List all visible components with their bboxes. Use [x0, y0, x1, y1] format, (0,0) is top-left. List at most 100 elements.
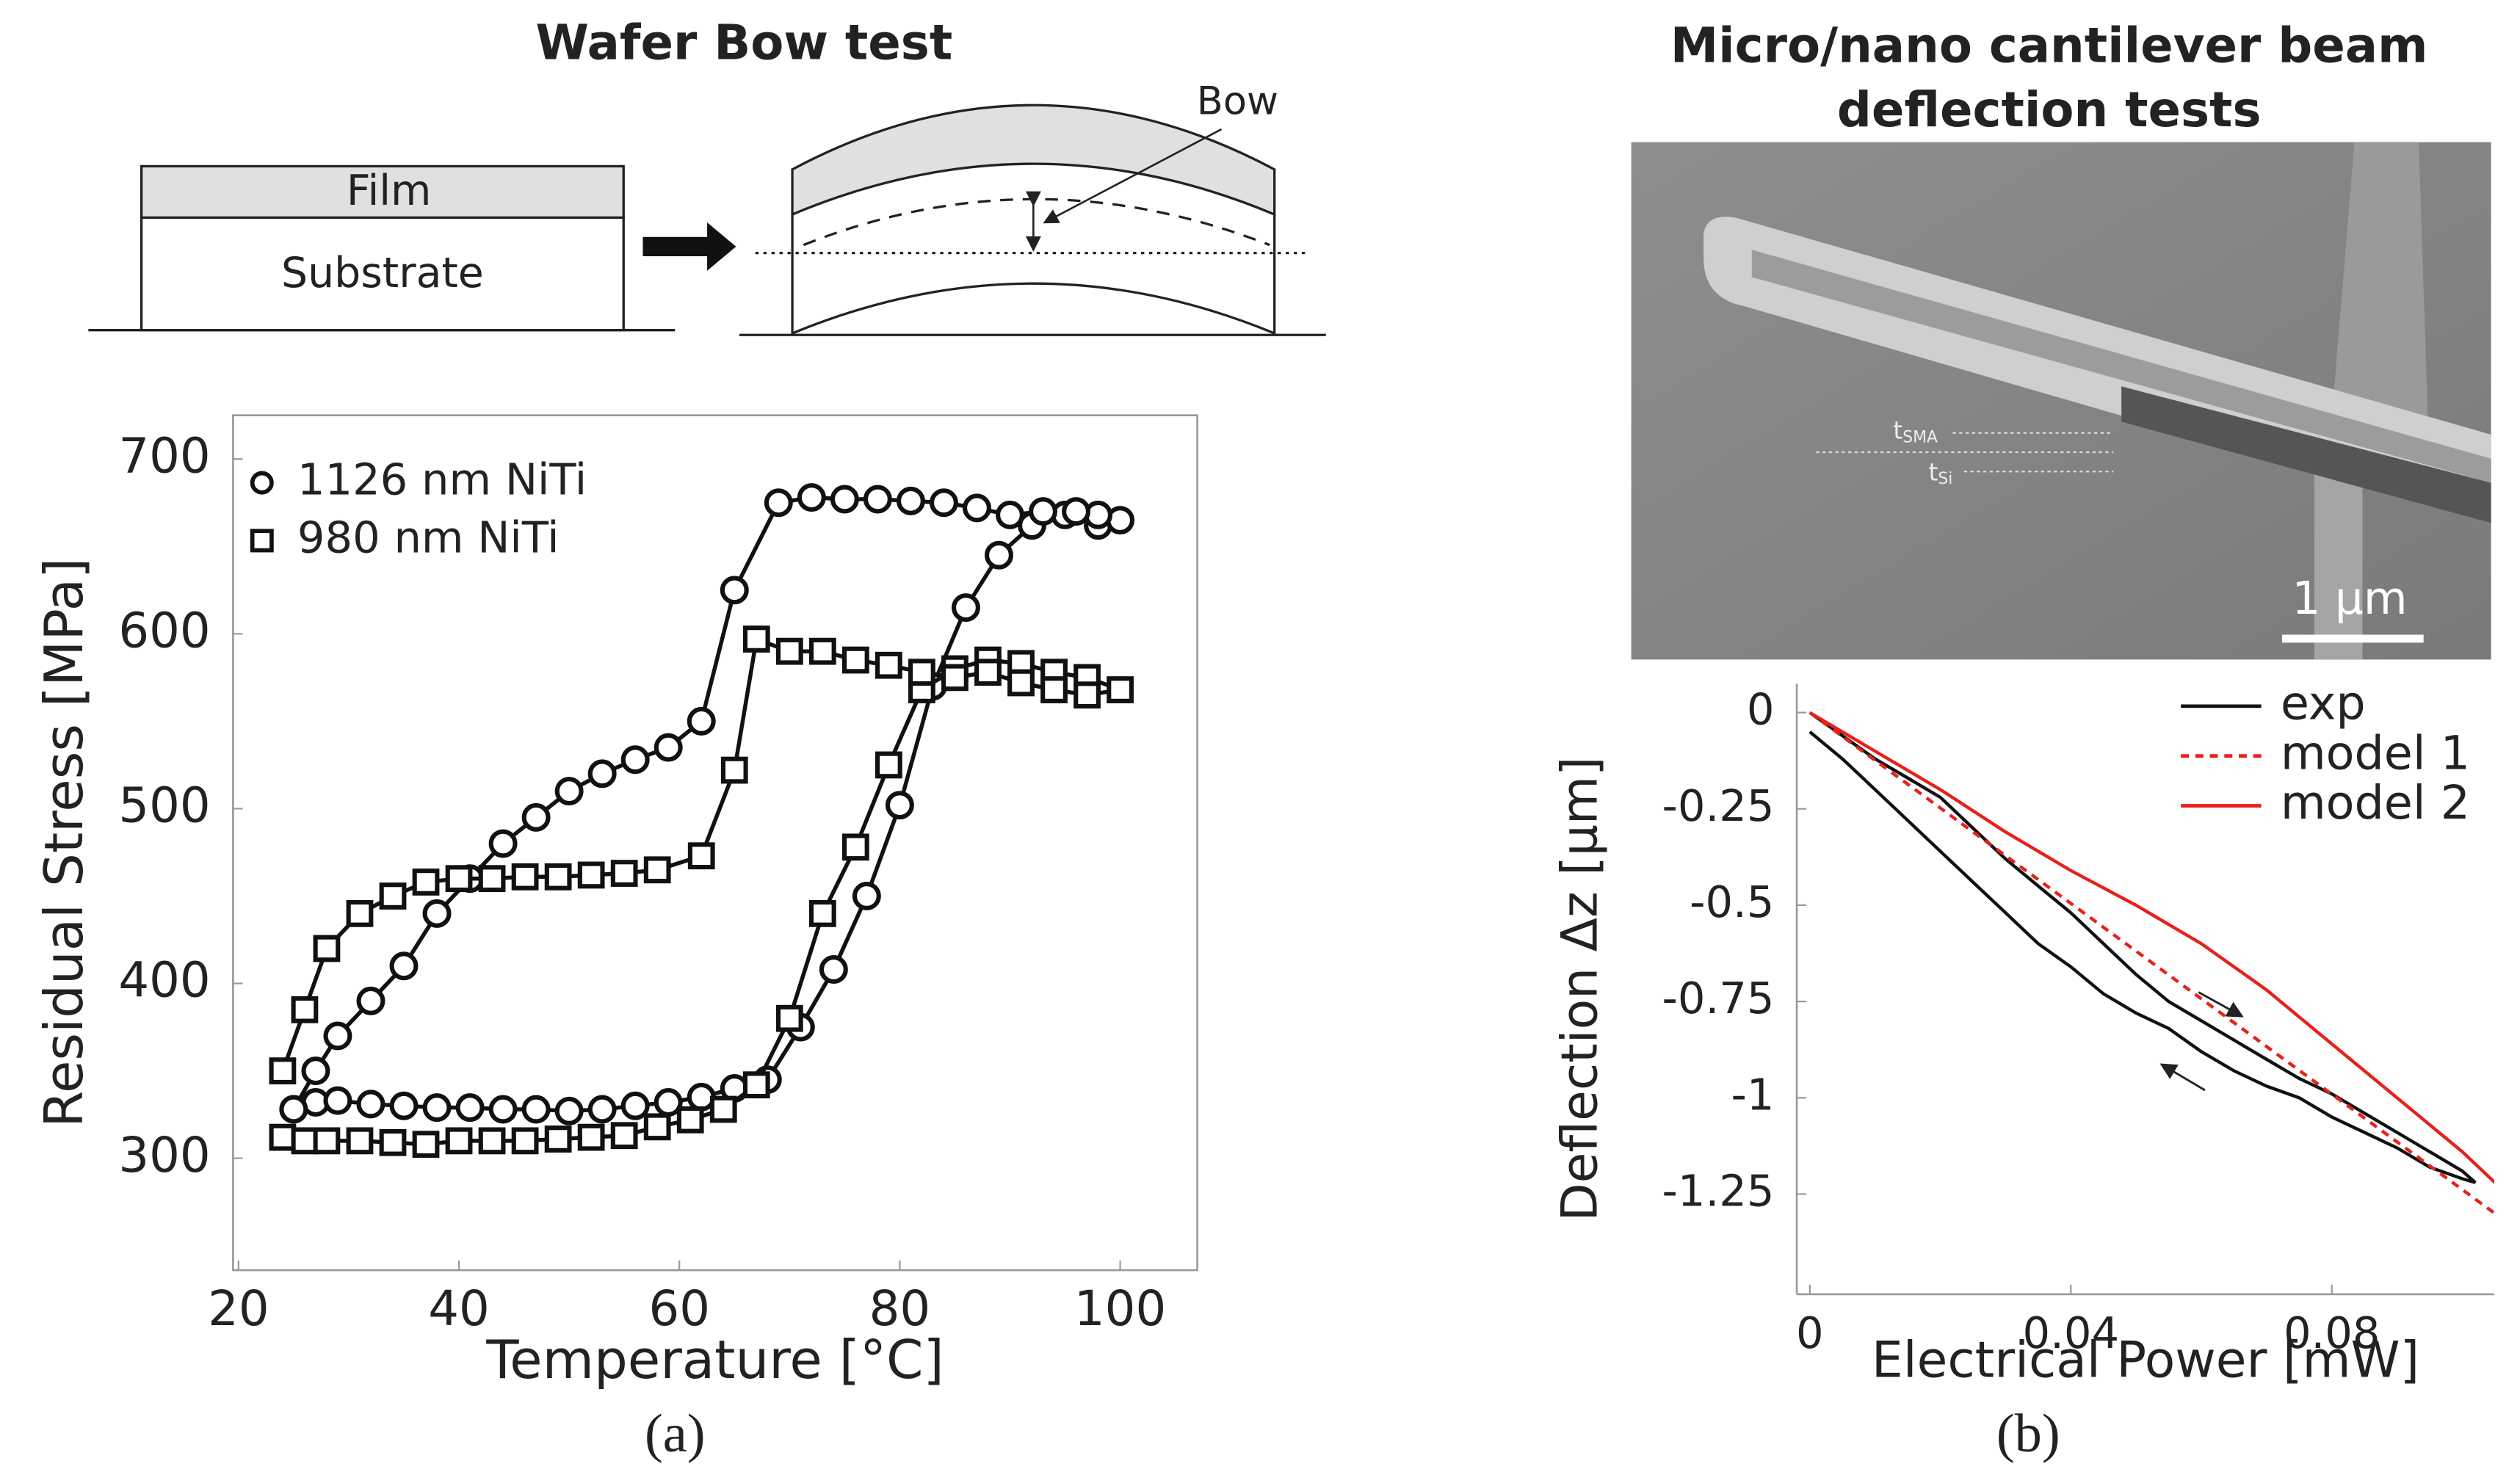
y-axis-label: Residual Stress [MPa]: [34, 558, 95, 1128]
point: [488, 829, 518, 858]
point: [620, 1091, 650, 1120]
point: [852, 882, 881, 911]
point: [313, 1127, 341, 1155]
point: [269, 1057, 297, 1085]
point: [1040, 676, 1068, 703]
x-tick-label: 20: [208, 1281, 269, 1337]
x-axis-label: Electrical Power [mW]: [1872, 1332, 2419, 1390]
point: [412, 869, 440, 896]
point: [291, 1127, 319, 1155]
series-line: [1808, 711, 2477, 1184]
point: [775, 637, 803, 665]
scale-bar-label: 1 µm: [2292, 573, 2407, 625]
y-tick-label: -0.75: [1662, 973, 1775, 1023]
plot-area: [1808, 711, 2494, 1215]
y-tick-label: -0.25: [1662, 780, 1775, 831]
point: [974, 659, 1002, 686]
y-axis-label: Deflection Δz [µm]: [1551, 757, 1609, 1222]
point: [379, 882, 407, 910]
y-tick-label: -0.5: [1690, 877, 1774, 927]
x-tick-label: 40: [428, 1281, 490, 1337]
point: [687, 706, 716, 736]
point: [521, 802, 551, 832]
point: [841, 833, 869, 861]
point: [445, 1127, 473, 1155]
point: [962, 493, 991, 523]
point: [356, 1089, 385, 1119]
point: [323, 1086, 352, 1115]
point: [996, 500, 1024, 529]
point: [653, 733, 683, 762]
series-line: [292, 495, 1121, 1114]
point: [511, 1127, 539, 1155]
point: [610, 860, 638, 887]
point: [544, 863, 572, 891]
point: [478, 865, 506, 893]
point: [422, 1093, 452, 1123]
diagram-title: Wafer Bow test: [536, 15, 953, 70]
panel-label: (b): [1996, 1404, 2060, 1464]
y-tick-label: -1: [1731, 1069, 1775, 1120]
point: [687, 1082, 716, 1112]
point: [830, 485, 859, 514]
point: [875, 751, 902, 779]
image-title: Micro/nano cantilever beam: [1670, 18, 2428, 74]
point: [422, 899, 452, 928]
point: [610, 1122, 638, 1150]
point: [797, 483, 826, 512]
point: [291, 996, 319, 1023]
point: [841, 646, 869, 674]
x-tick-label: 0.04: [2022, 1308, 2119, 1358]
y-tick-label: -1.25: [1662, 1166, 1775, 1217]
point: [269, 1123, 297, 1151]
point: [896, 486, 925, 515]
point: [875, 651, 902, 679]
point: [1107, 676, 1134, 703]
x-tick-label: 80: [869, 1281, 931, 1337]
point: [742, 626, 770, 653]
y-tick-label: 500: [118, 778, 210, 834]
series-line: [1808, 711, 2494, 1215]
sem-image: [1631, 142, 2491, 660]
x-tick-label: 100: [1074, 1281, 1166, 1337]
series-line: [1808, 711, 2494, 1184]
legend-label: exp: [2281, 675, 2366, 730]
point: [346, 1127, 374, 1155]
plot-area: [269, 483, 1135, 1159]
legend-swatch: [250, 529, 274, 553]
y-tick-label: 700: [118, 428, 210, 484]
point: [478, 1127, 506, 1155]
arrow: [642, 222, 736, 271]
point: [488, 1095, 518, 1124]
panel-label: (a): [645, 1404, 706, 1464]
point: [742, 1071, 770, 1099]
point: [577, 1123, 605, 1151]
point: [1029, 497, 1057, 526]
point: [908, 659, 935, 686]
point: [720, 576, 749, 605]
point: [379, 1128, 407, 1156]
substrate-label: Substrate: [281, 249, 484, 297]
point: [389, 951, 419, 981]
x-tick-label: 0.08: [2284, 1308, 2380, 1358]
point: [863, 485, 892, 514]
point: [346, 899, 374, 927]
point: [885, 791, 914, 820]
point: [808, 899, 836, 927]
point: [1007, 669, 1035, 697]
point: [676, 1106, 704, 1134]
wafer-flat: [88, 164, 676, 332]
point: [521, 1095, 551, 1124]
thickness-label: tSi: [1929, 458, 1953, 488]
point: [643, 856, 671, 884]
point: [764, 488, 793, 518]
point: [389, 1091, 419, 1120]
point: [985, 540, 1013, 570]
point: [620, 745, 650, 775]
point: [720, 756, 748, 784]
point: [587, 1095, 617, 1124]
point: [653, 1088, 683, 1117]
legend-label: model 1: [2281, 725, 2470, 780]
point: [941, 664, 968, 692]
